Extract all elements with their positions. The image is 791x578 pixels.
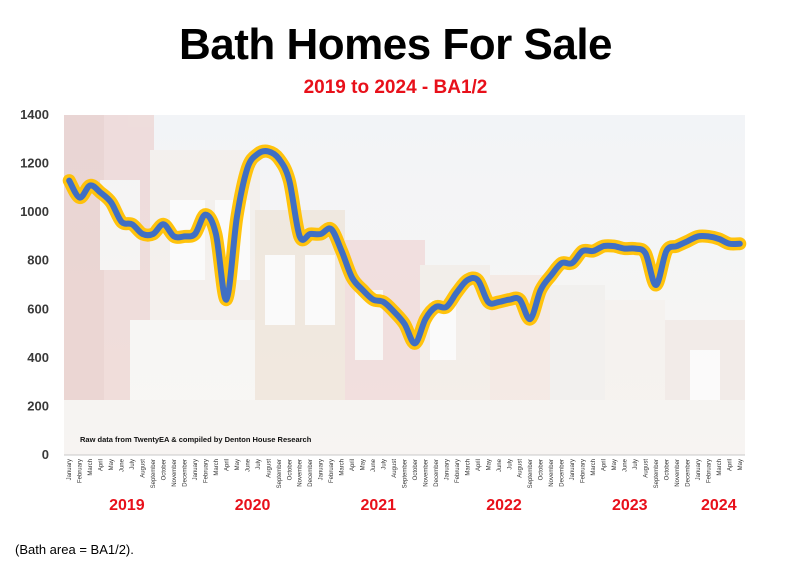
data-credit: Raw data from TwentyEA & compiled by Den… [80, 435, 312, 444]
chart-subtitle: 2019 to 2024 - BA1/2 [303, 77, 488, 98]
x-tick-label: January [67, 459, 73, 480]
x-tick-label: August [266, 459, 272, 478]
x-tick-label: December [685, 459, 691, 487]
year-label-2020: 2020 [235, 497, 271, 514]
x-tick-label: September [654, 459, 660, 488]
y-tick-label: 0 [42, 447, 49, 462]
x-tick-label: March [591, 459, 597, 476]
x-tick-label: October [539, 459, 545, 480]
x-tick-label: January [444, 459, 450, 480]
y-tick-label: 600 [27, 301, 49, 316]
x-tick-label: August [392, 459, 398, 478]
data-series [62, 144, 747, 350]
line-chart: 0 200 400 600 800 1000 1200 1400 January Februar… [20, 107, 747, 514]
x-tick-label: May [738, 459, 744, 470]
x-tick-label: September [528, 459, 534, 488]
x-tick-label: September [277, 459, 283, 488]
x-tick-label: July [130, 459, 136, 470]
x-tick-label: April [99, 459, 105, 471]
x-tick-label: November [675, 459, 681, 487]
x-tick-label: July [256, 459, 262, 470]
x-tick-label: January [193, 459, 199, 480]
x-tick-label: June [623, 458, 629, 472]
x-tick-label: June [371, 458, 377, 472]
x-tick-label: March [340, 459, 346, 476]
year-label-2022: 2022 [486, 497, 522, 514]
x-tick-label: January [319, 459, 325, 480]
x-tick-label: May [235, 459, 241, 470]
x-tick-label: November [423, 459, 429, 487]
x-tick-label: December [434, 459, 440, 487]
year-label-2023: 2023 [612, 497, 648, 514]
x-tick-label: December [560, 459, 566, 487]
x-tick-label: May [361, 459, 367, 470]
series-line [66, 148, 743, 347]
x-tick-label: July [382, 459, 388, 470]
x-tick-label: March [214, 459, 220, 476]
x-tick-label: February [203, 459, 209, 483]
x-tick-label: December [308, 459, 314, 487]
x-tick-label: August [141, 459, 147, 478]
footnote: (Bath area = BA1/2). [15, 542, 134, 557]
x-tick-label: June [497, 458, 503, 472]
x-tick-label: June [245, 458, 251, 472]
x-tick-label: September [403, 459, 409, 488]
x-tick-label: May [486, 459, 492, 470]
x-tick-label: January [696, 459, 702, 480]
y-tick-label: 800 [27, 253, 49, 268]
x-tick-label: June [120, 458, 126, 472]
background-photo [64, 115, 745, 455]
x-tick-label: March [717, 459, 723, 476]
x-tick-label: September [151, 459, 157, 488]
chart-title: Bath Homes For Sale [178, 20, 613, 69]
x-tick-label: August [643, 459, 649, 478]
x-tick-label: April [727, 459, 733, 471]
x-tick-label: February [581, 459, 587, 483]
x-tick-label: May [612, 459, 618, 470]
x-tick-label: November [549, 459, 555, 487]
x-tick-label: August [518, 459, 524, 478]
x-tick-label: May [109, 459, 115, 470]
x-tick-label: March [88, 459, 94, 476]
x-tick-label: March [465, 459, 471, 476]
y-tick-label: 1200 [20, 156, 49, 171]
x-tick-label: April [350, 459, 356, 471]
y-axis: 0 200 400 600 800 1000 1200 1400 [20, 107, 49, 462]
x-tick-label: November [298, 459, 304, 487]
year-labels: 2019 2020 2021 2022 2023 2024 [109, 497, 737, 514]
y-tick-label: 200 [27, 398, 49, 413]
x-tick-label: February [78, 459, 84, 483]
year-label-2019: 2019 [109, 497, 145, 514]
year-label-2021: 2021 [361, 497, 397, 514]
y-tick-label: 1000 [20, 204, 49, 219]
x-tick-label: April [476, 459, 482, 471]
x-tick-label: February [455, 459, 461, 483]
x-tick-label: October [162, 459, 168, 480]
x-tick-label: February [329, 459, 335, 483]
x-tick-label: December [182, 459, 188, 487]
year-label-2024: 2024 [701, 497, 737, 514]
x-tick-label: January [570, 459, 576, 480]
x-tick-label: April [602, 459, 608, 471]
x-tick-label: April [224, 459, 230, 471]
y-tick-label: 400 [27, 350, 49, 365]
y-tick-label: 1400 [20, 107, 49, 122]
x-tick-label: October [664, 459, 670, 480]
x-tick-label: October [413, 459, 419, 480]
x-tick-label: November [172, 459, 178, 487]
x-tick-label: July [633, 459, 639, 470]
x-axis: January February March April May June July Augu… [64, 454, 745, 488]
x-tick-label: October [287, 459, 293, 480]
x-tick-label: July [507, 459, 513, 470]
x-tick-label: February [706, 459, 712, 483]
